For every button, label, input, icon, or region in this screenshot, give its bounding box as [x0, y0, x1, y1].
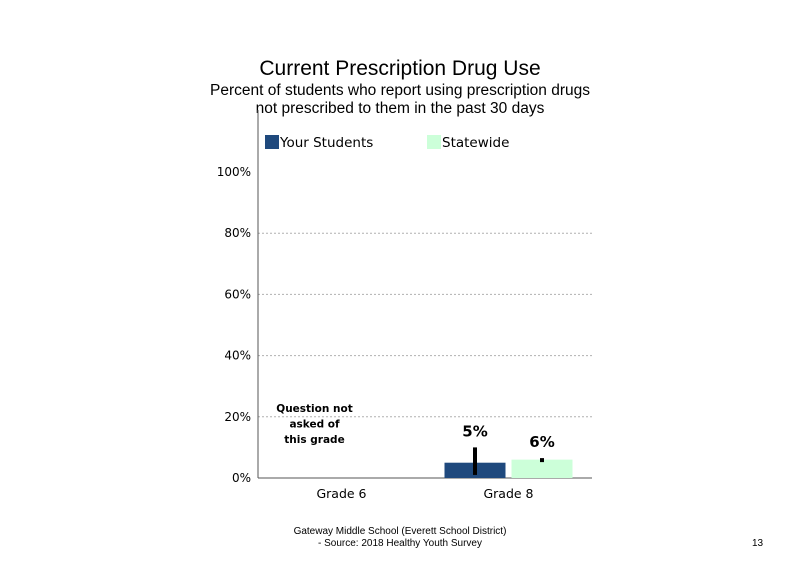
chart-title: Current Prescription Drug Use — [259, 57, 541, 80]
bar — [511, 459, 573, 478]
category-label: Grade 8 — [483, 486, 533, 501]
subtitle-line-1: Percent of students who report using pre… — [210, 82, 590, 99]
footer-line-1: Gateway Middle School (Everett School Di… — [293, 526, 507, 537]
annotation-text: this grade — [284, 434, 344, 446]
y-tick-label: 80% — [224, 226, 251, 240]
data-label: 5% — [462, 422, 487, 440]
error-bar — [540, 458, 544, 463]
legend-label: Statewide — [442, 135, 509, 151]
footer-line-2: - Source: 2018 Healthy Youth Survey — [318, 538, 482, 549]
y-tick-label: 20% — [224, 410, 251, 424]
y-tick-label: 0% — [232, 471, 251, 485]
data-label: 6% — [529, 433, 554, 451]
annotation-text: asked of — [289, 419, 340, 431]
category-label: Grade 6 — [316, 486, 366, 501]
annotation-text: Question not — [276, 403, 352, 415]
page-number: 13 — [752, 538, 764, 549]
footer-source: Gateway Middle School (Everett School Di… — [240, 526, 560, 550]
legend-swatch — [265, 135, 279, 149]
subtitle-line-2: not prescribed to them in the past 30 da… — [255, 100, 545, 117]
y-tick-label: 100% — [217, 165, 251, 179]
y-tick-label: 60% — [224, 287, 251, 301]
y-tick-label: 40% — [224, 349, 251, 363]
legend-label: Your Students — [279, 135, 373, 151]
legend-swatch — [427, 135, 441, 149]
error-bar — [473, 447, 477, 475]
chart-subtitle: Percent of students who report using pre… — [180, 82, 620, 118]
